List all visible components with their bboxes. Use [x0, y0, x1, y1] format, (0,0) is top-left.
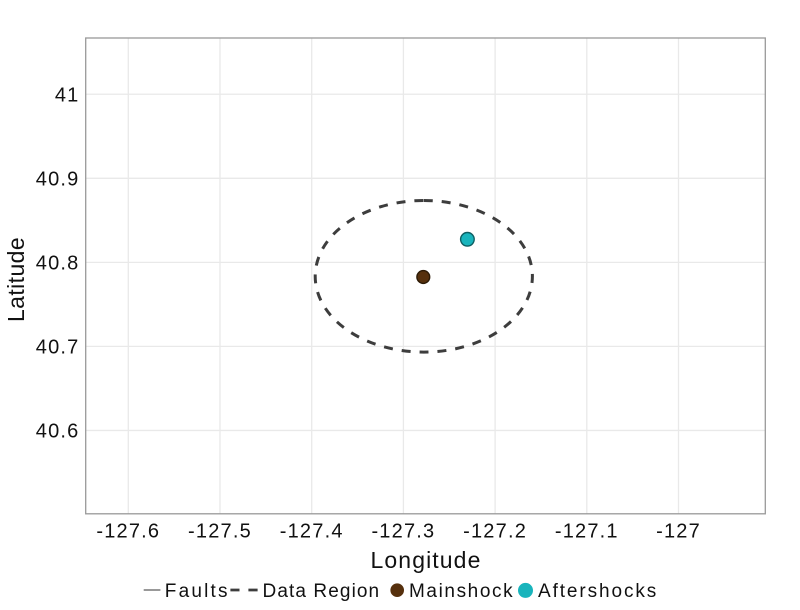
svg-text:-127: -127 [656, 521, 701, 543]
svg-text:-127.3: -127.3 [371, 521, 435, 543]
svg-text:-127.2: -127.2 [463, 521, 527, 543]
svg-text:Aftershocks: Aftershocks [538, 581, 658, 602]
svg-text:Longitude: Longitude [371, 547, 482, 573]
svg-text:Faults: Faults [165, 581, 230, 602]
svg-text:40.8: 40.8 [36, 252, 80, 274]
svg-text:40.6: 40.6 [36, 420, 80, 442]
svg-text:-127.4: -127.4 [280, 521, 344, 543]
svg-text:Latitude: Latitude [3, 237, 29, 322]
svg-text:40.9: 40.9 [36, 168, 80, 190]
svg-text:-127.5: -127.5 [188, 521, 252, 543]
svg-text:40.7: 40.7 [36, 336, 80, 358]
svg-text:Mainshock: Mainshock [409, 581, 514, 602]
svg-text:-127.1: -127.1 [555, 521, 619, 543]
svg-text:Data Region: Data Region [263, 581, 381, 602]
svg-text:-127.6: -127.6 [96, 521, 160, 543]
svg-text:41: 41 [55, 84, 80, 106]
